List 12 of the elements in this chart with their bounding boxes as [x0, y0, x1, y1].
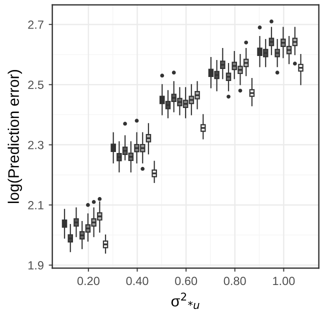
- x-tick-label: 1.00: [273, 276, 295, 286]
- y-tick-label: 2.7: [28, 20, 44, 29]
- y-tick-label: 2.1: [28, 201, 44, 210]
- y-tick-label: 1.9: [28, 261, 44, 270]
- y-tick-label: 2.3: [28, 140, 44, 150]
- x-tick-label: 0.80: [224, 276, 246, 286]
- y-axis-title: log(Prediction error): [8, 70, 22, 203]
- x-tick-label: 0.20: [77, 276, 100, 286]
- x-tick-label: 0.40: [126, 276, 148, 286]
- x-axis-title: σ$^{2}$$_{*u}$: [171, 292, 200, 310]
- y-tick-label: 2.5: [28, 80, 44, 90]
- x-tick-label: 0.60: [175, 276, 198, 286]
